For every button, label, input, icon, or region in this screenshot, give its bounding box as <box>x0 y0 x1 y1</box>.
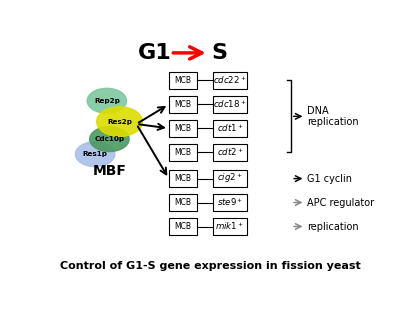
FancyBboxPatch shape <box>169 96 197 113</box>
Text: $\mathit{cdc22}^+$: $\mathit{cdc22}^+$ <box>213 75 246 86</box>
FancyBboxPatch shape <box>169 170 197 187</box>
FancyBboxPatch shape <box>212 120 247 137</box>
Text: Res1p: Res1p <box>82 151 107 157</box>
Text: MCB: MCB <box>174 174 191 183</box>
Text: MBF: MBF <box>93 165 127 179</box>
FancyBboxPatch shape <box>169 144 197 161</box>
FancyBboxPatch shape <box>169 218 197 235</box>
Text: MCB: MCB <box>174 124 191 133</box>
Text: $\mathit{cig2}^+$: $\mathit{cig2}^+$ <box>216 172 242 185</box>
Text: $\mathit{cdt2}^+$: $\mathit{cdt2}^+$ <box>216 146 243 158</box>
Text: DNA
replication: DNA replication <box>306 105 358 127</box>
FancyBboxPatch shape <box>212 96 247 113</box>
Text: replication: replication <box>306 221 358 231</box>
FancyBboxPatch shape <box>212 170 247 187</box>
Text: $\mathit{cdc18}^+$: $\mathit{cdc18}^+$ <box>213 99 246 110</box>
Text: MCB: MCB <box>174 100 191 109</box>
Text: MCB: MCB <box>174 148 191 157</box>
Ellipse shape <box>97 107 142 137</box>
FancyBboxPatch shape <box>212 218 247 235</box>
Text: G1: G1 <box>137 43 171 63</box>
Text: Control of G1-S gene expression in fission yeast: Control of G1-S gene expression in fissi… <box>60 261 360 271</box>
Text: $\mathit{cdt1}^+$: $\mathit{cdt1}^+$ <box>216 123 243 134</box>
Text: G1 cyclin: G1 cyclin <box>306 174 351 183</box>
Ellipse shape <box>90 127 129 151</box>
FancyBboxPatch shape <box>212 72 247 89</box>
Text: Res2p: Res2p <box>107 118 132 125</box>
FancyBboxPatch shape <box>212 144 247 161</box>
Text: Cdc10p: Cdc10p <box>94 136 124 142</box>
Text: MCB: MCB <box>174 198 191 207</box>
Text: MCB: MCB <box>174 76 191 85</box>
FancyBboxPatch shape <box>169 194 197 211</box>
Text: APC regulator: APC regulator <box>306 197 373 207</box>
Text: S: S <box>211 43 227 63</box>
Ellipse shape <box>87 88 126 113</box>
Ellipse shape <box>75 142 115 167</box>
Text: $\mathit{ste9}^+$: $\mathit{ste9}^+$ <box>216 197 243 208</box>
Text: Rep2p: Rep2p <box>94 98 119 104</box>
FancyBboxPatch shape <box>212 194 247 211</box>
Text: MCB: MCB <box>174 222 191 231</box>
Text: $\mathit{mik1}^+$: $\mathit{mik1}^+$ <box>215 220 244 232</box>
FancyBboxPatch shape <box>169 120 197 137</box>
FancyBboxPatch shape <box>169 72 197 89</box>
